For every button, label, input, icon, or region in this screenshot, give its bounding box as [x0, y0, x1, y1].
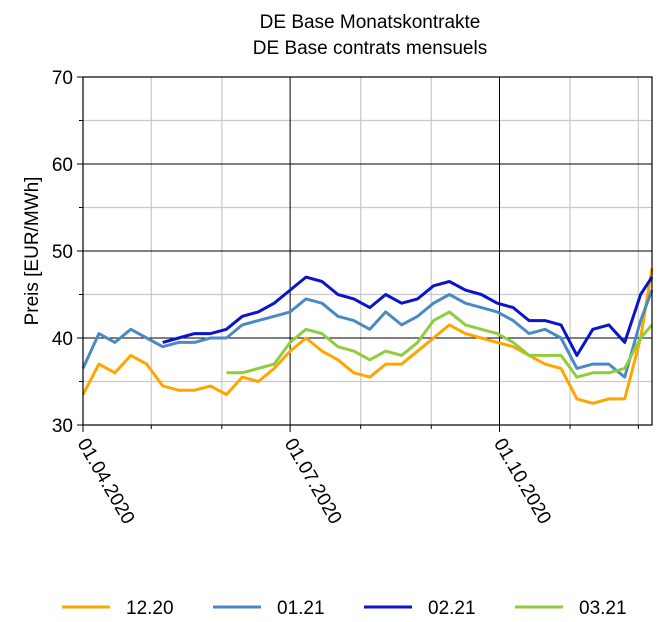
y-tick-label: 50: [52, 242, 73, 263]
legend-label: 12.20: [126, 598, 174, 619]
series-line: [162, 275, 654, 357]
chart-subtitle: DE Base contrats mensuels: [253, 38, 487, 59]
x-tick-label: 01.04.2020: [73, 435, 139, 528]
y-tick-label: 40: [52, 329, 73, 350]
y-tick-label: 60: [52, 155, 73, 176]
series-line: [81, 268, 654, 405]
series-line: [81, 289, 654, 379]
x-tick-label: 01.07.2020: [280, 435, 346, 528]
plot-frame: [82, 76, 653, 426]
x-tick-label: 01.10.2020: [489, 435, 555, 528]
y-axis-label: Preis [EUR/MWh]: [22, 177, 43, 326]
series-line: [226, 310, 654, 379]
legend-label: 02.21: [428, 598, 476, 619]
legend-label: 03.21: [579, 598, 627, 619]
y-tick-label: 70: [52, 68, 73, 89]
y-tick-label: 30: [52, 416, 73, 437]
legend-label: 01.21: [277, 598, 325, 619]
chart-title: DE Base Monatskontrakte: [260, 12, 481, 33]
